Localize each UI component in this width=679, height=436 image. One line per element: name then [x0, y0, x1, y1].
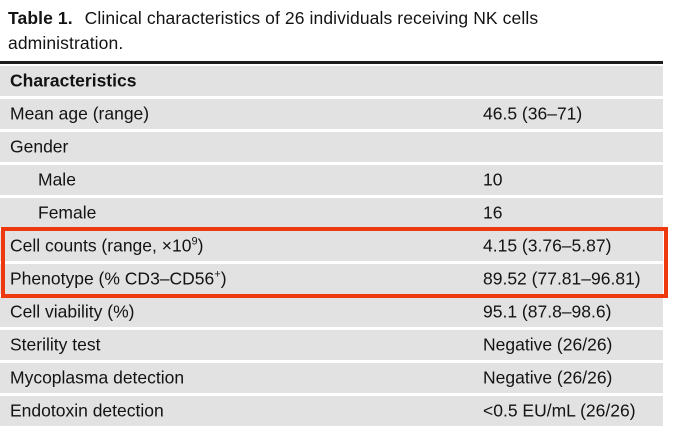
row-value: 16 — [483, 202, 503, 223]
row-label: Gender — [10, 136, 69, 157]
row-label: Female — [38, 202, 97, 223]
row-label: Phenotype (% CD3–CD56+) — [10, 268, 227, 289]
row-value: 89.52 (77.81–96.81) — [483, 268, 641, 289]
row-label: Cell counts (range, ×109) — [10, 235, 204, 256]
table-row-mycoplasma: Mycoplasma detection Negative (26/26) — [0, 363, 663, 396]
row-value: 46.5 (36–71) — [483, 103, 583, 124]
table-row-female: Female 16 — [0, 198, 663, 231]
row-label: Endotoxin detection — [10, 400, 164, 421]
table-row-cell-viability: Cell viability (%) 95.1 (87.8–98.6) — [0, 297, 663, 330]
highlight-box: Cell counts (range, ×109) 4.15 (3.76–5.8… — [0, 227, 668, 298]
superscript: 9 — [191, 235, 198, 248]
table-caption-text: Clinical characteristics of 26 individua… — [8, 8, 539, 53]
row-value: Negative (26/26) — [483, 367, 613, 388]
table-row-male: Male 10 — [0, 165, 663, 198]
row-label: Cell viability (%) — [10, 301, 135, 322]
table-row-endotoxin: Endotoxin detection <0.5 EU/mL (26/26) — [0, 396, 663, 429]
table-row-phenotype: Phenotype (% CD3–CD56+) 89.52 (77.81–96.… — [0, 264, 663, 297]
row-label: Mycoplasma detection — [10, 367, 185, 388]
table-header-row: Characteristics — [0, 66, 663, 99]
column-header-characteristics: Characteristics — [10, 70, 137, 91]
table-row-gender: Gender — [0, 132, 663, 165]
row-value: <0.5 EU/mL (26/26) — [483, 400, 636, 421]
superscript: + — [214, 268, 221, 281]
row-label: Mean age (range) — [10, 103, 150, 124]
row-value: Negative (26/26) — [483, 334, 613, 355]
table-caption-number: Table 1. — [8, 8, 73, 28]
row-value: 10 — [483, 169, 503, 190]
table-caption: Table 1. Clinical characteristics of 26 i… — [0, 0, 674, 56]
row-value: 95.1 (87.8–98.6) — [483, 301, 612, 322]
row-label: Male — [38, 169, 76, 190]
table-row-cell-counts: Cell counts (range, ×109) 4.15 (3.76–5.8… — [0, 231, 663, 264]
table-row-sterility-test: Sterility test Negative (26/26) — [0, 330, 663, 363]
row-value: 4.15 (3.76–5.87) — [483, 235, 612, 256]
clinical-characteristics-table: Characteristics Mean age (range) 46.5 (3… — [0, 61, 668, 429]
table-row-mean-age: Mean age (range) 46.5 (36–71) — [0, 99, 663, 132]
row-label: Sterility test — [10, 334, 101, 355]
